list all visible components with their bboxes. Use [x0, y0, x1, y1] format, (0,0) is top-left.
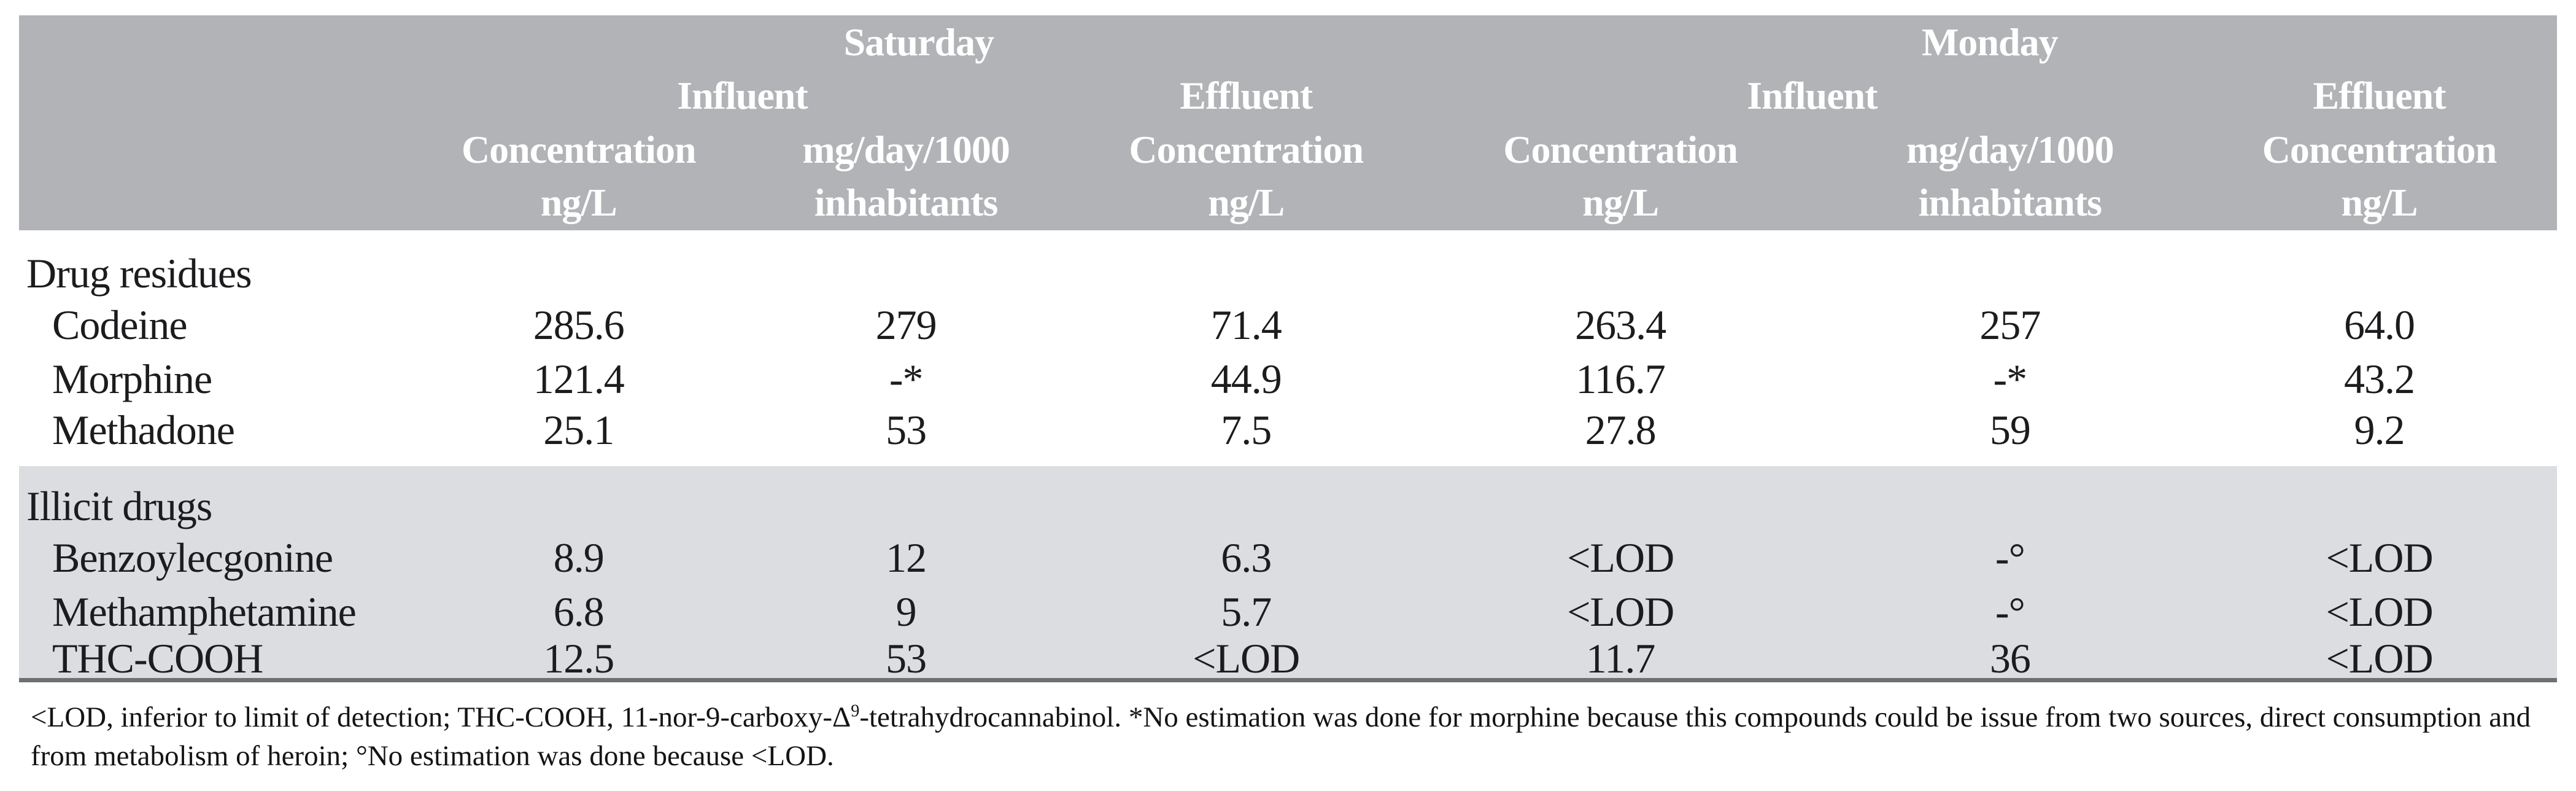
wastewater-drug-table: Saturday Monday Influent Effluent Influe… — [19, 15, 2557, 679]
value-cell: <LOD — [1422, 585, 1819, 639]
value-cell: 285.6 — [533, 301, 625, 348]
section-title: Drug residues — [26, 249, 252, 297]
value-cell: 64.0 — [2344, 301, 2415, 348]
value-cell: 279 — [875, 301, 937, 348]
header-unit-line: ng/L — [1208, 181, 1285, 224]
value-cell: 6.8 — [415, 585, 743, 639]
mon-influent-load-header: mg/day/1000 inhabitants — [1818, 122, 2202, 230]
header-unit-line: inhabitants — [1918, 181, 2102, 224]
value-cell: 12 — [742, 531, 1070, 585]
value-cell: 71.4 — [1210, 301, 1282, 348]
table-row-morphine: Morphine 121.4 -* 44.9 116.7 -* 43.2 — [19, 352, 2557, 406]
value-cell: 263.4 — [1575, 301, 1666, 348]
sat-influent-load-header: mg/day/1000 inhabitants — [742, 122, 1070, 230]
section-title: Illicit drugs — [19, 466, 2557, 531]
corner-cell — [19, 69, 416, 122]
value-cell: <LOD — [1422, 531, 1819, 585]
value-cell: 11.7 — [1422, 637, 1819, 679]
day-header-row: Saturday Monday — [19, 15, 2557, 69]
drug-name-cell: Methamphetamine — [19, 585, 416, 639]
section-title-row: Drug residues — [19, 230, 2557, 298]
saturday-influent-header: Influent — [415, 69, 1070, 122]
drug-name-cell: THC-COOH — [19, 637, 416, 679]
table-footnote: <LOD, inferior to limit of detection; TH… — [31, 698, 2551, 776]
monday-effluent-header: Effluent — [2202, 69, 2557, 122]
saturday-effluent-header: Effluent — [1069, 69, 1423, 122]
mon-effluent-concentration-header: Concentration ng/L — [2202, 122, 2557, 230]
monday-influent-header: Influent — [1422, 69, 2202, 122]
value-cell: 44.9 — [1210, 355, 1282, 402]
value-cell: 9.2 — [2354, 407, 2405, 453]
day-header-saturday: Saturday — [415, 15, 1423, 69]
table-row-thc-cooh: THC-COOH 12.5 53 <LOD 11.7 36 <LOD — [19, 637, 2557, 679]
value-cell: 59 — [1989, 407, 2031, 453]
value-cell: -° — [1818, 585, 2202, 639]
value-cell: 257 — [1979, 301, 2041, 348]
header-unit-line: inhabitants — [814, 181, 998, 224]
footnote-text-end: -tetrahydrocannabinol. *No estimation wa… — [31, 701, 2531, 772]
value-cell: 27.8 — [1585, 407, 1657, 453]
value-cell: 12.5 — [415, 637, 743, 679]
value-cell: 9 — [742, 585, 1070, 639]
sat-effluent-concentration-header: Concentration ng/L — [1069, 122, 1423, 230]
value-cell: 43.2 — [2344, 355, 2415, 402]
value-cell: 36 — [1818, 637, 2202, 679]
value-cell: 121.4 — [533, 355, 625, 402]
value-cell: <LOD — [2202, 637, 2557, 679]
corner-cell — [19, 122, 416, 230]
footnote-superscript-nine: 9 — [851, 701, 860, 721]
sat-influent-concentration-header: Concentration ng/L — [415, 122, 743, 230]
value-cell: 116.7 — [1576, 355, 1665, 402]
value-cell: <LOD — [2202, 585, 2557, 639]
flow-header-row: Influent Effluent Influent Effluent — [19, 69, 2557, 122]
drug-residues-section: Drug residues Codeine 285.6 279 71.4 263… — [19, 230, 2557, 466]
table-row-methadone: Methadone 25.1 53 7.5 27.8 59 9.2 — [19, 406, 2557, 466]
header-unit-line: ng/L — [540, 181, 617, 224]
unit-header-row: Concentration ng/L mg/day/1000 inhabitan… — [19, 122, 2557, 230]
drug-name-cell: Methadone — [52, 407, 235, 453]
drug-name-cell: Codeine — [52, 301, 188, 348]
header-line: mg/day/1000 — [1906, 128, 2114, 171]
illicit-drugs-section: Illicit drugs Benzoylecgonine 8.9 12 6.3… — [19, 466, 2557, 679]
value-cell: <LOD — [1069, 637, 1423, 679]
value-cell: 7.5 — [1221, 407, 1272, 453]
day-header-monday: Monday — [1422, 15, 2557, 69]
table-row-benzoylecgonine: Benzoylecgonine 8.9 12 6.3 <LOD -° <LOD — [19, 531, 2557, 585]
table-bottom-rule — [19, 678, 2557, 682]
footnote-text-start: <LOD, inferior to limit of detection; TH… — [31, 701, 851, 733]
value-cell: 25.1 — [543, 407, 614, 453]
value-cell: 5.7 — [1069, 585, 1423, 639]
value-cell: -* — [1993, 355, 2028, 402]
value-cell: -° — [1818, 531, 2202, 585]
header-line: Concentration — [461, 128, 697, 171]
table-row-methamphetamine: Methamphetamine 6.8 9 5.7 <LOD -° <LOD — [19, 585, 2557, 639]
header-line: Concentration — [1129, 128, 1364, 171]
header-unit-line: ng/L — [1582, 181, 1659, 224]
header-line: Concentration — [1503, 128, 1738, 171]
table-header: Saturday Monday Influent Effluent Influe… — [19, 15, 2557, 230]
mon-influent-concentration-header: Concentration ng/L — [1422, 122, 1819, 230]
header-line: mg/day/1000 — [802, 128, 1010, 171]
value-cell: 8.9 — [415, 531, 743, 585]
value-cell: -* — [889, 355, 924, 402]
header-line: Concentration — [2262, 128, 2497, 171]
journal-table-page: Saturday Monday Influent Effluent Influe… — [0, 15, 2576, 791]
drug-name-cell: Morphine — [52, 355, 212, 402]
corner-cell — [19, 15, 416, 69]
value-cell: 53 — [742, 637, 1070, 679]
value-cell: <LOD — [2202, 531, 2557, 585]
header-unit-line: ng/L — [2341, 181, 2418, 224]
table-row-codeine: Codeine 285.6 279 71.4 263.4 257 64.0 — [19, 298, 2557, 352]
value-cell: 6.3 — [1069, 531, 1423, 585]
value-cell: 53 — [886, 407, 927, 453]
drug-name-cell: Benzoylecgonine — [19, 531, 416, 585]
section-title-row: Illicit drugs — [19, 466, 2557, 531]
